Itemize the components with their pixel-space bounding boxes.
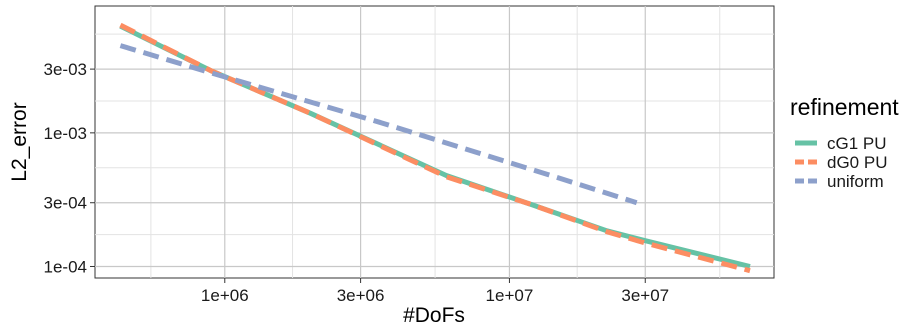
series-line-dg0-pu (119, 22, 751, 274)
y-tick-label: 1e-03 (44, 124, 87, 143)
plot-panel (94, 5, 775, 279)
series-lines (119, 22, 751, 274)
x-tick-label: 3e+06 (337, 286, 385, 305)
x-tick-label: 1e+06 (201, 286, 249, 305)
x-axis-title: #DoFs (403, 304, 465, 327)
series-line-uniform (119, 43, 638, 206)
x-axis: 1e+06 3e+06 1e+07 3e+07 (201, 278, 669, 305)
y-tick-label: 3e-03 (44, 60, 87, 79)
y-axis: 1e-04 3e-04 1e-03 3e-03 (44, 60, 95, 276)
grid (95, 6, 774, 278)
legend-label-cg1-pu: cG1 PU (827, 134, 887, 153)
x-tick-label: 3e+07 (621, 286, 669, 305)
x-tick-label: 1e+07 (486, 286, 534, 305)
y-tick-label: 3e-04 (44, 194, 87, 213)
legend-label-uniform: uniform (827, 172, 884, 191)
legend-label-dg0-pu: dG0 PU (827, 153, 887, 172)
legend-title: refinement (790, 94, 899, 120)
y-axis-title: L2_error (8, 102, 31, 181)
y-tick-label: 1e-04 (44, 257, 87, 276)
